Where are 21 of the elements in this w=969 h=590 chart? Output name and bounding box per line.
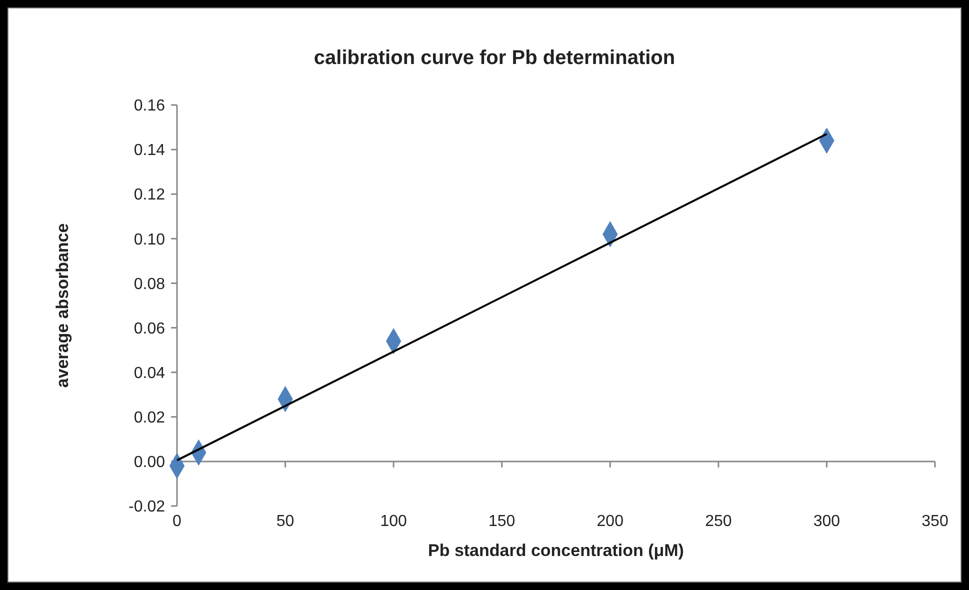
y-tick-label: 0.04 <box>134 364 166 382</box>
x-tick-label: 100 <box>380 513 408 530</box>
x-tick-label: 250 <box>705 513 732 530</box>
y-tick-label: 0.08 <box>134 276 166 293</box>
y-tick-label: 0.12 <box>134 186 166 204</box>
y-tick-label: 0.16 <box>134 98 166 115</box>
x-axis-title: Pb standard concentration (μM) <box>428 541 684 560</box>
y-tick-label: 0.02 <box>134 409 166 426</box>
y-axis-title: average absorbance <box>53 223 72 388</box>
x-tick-label: 200 <box>596 513 624 530</box>
chart-title: calibration curve for Pb determination <box>314 47 676 69</box>
y-tick-label: 0.00 <box>134 454 166 472</box>
x-tick-label: 350 <box>922 513 948 530</box>
x-tick-label: 150 <box>488 513 516 530</box>
y-tick-label: 0.10 <box>134 231 166 248</box>
x-tick-label: 0 <box>172 513 182 530</box>
y-tick-label: 0.14 <box>134 142 166 160</box>
y-tick-label: -0.02 <box>128 498 166 516</box>
x-tick-label: 300 <box>813 513 840 530</box>
y-tick-label: 0.06 <box>134 320 166 338</box>
x-tick-label: 50 <box>276 513 294 530</box>
